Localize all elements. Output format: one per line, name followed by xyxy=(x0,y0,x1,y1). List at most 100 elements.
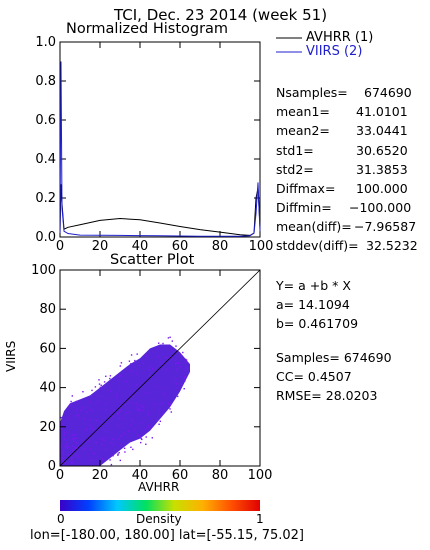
scatter-point xyxy=(137,434,139,437)
scatter-point xyxy=(71,449,73,451)
scatter-point xyxy=(132,402,135,405)
scatter-point xyxy=(179,365,181,368)
scatter-point xyxy=(89,401,92,403)
scatter-point xyxy=(60,446,62,449)
scatter-point xyxy=(120,362,123,364)
scatter-point xyxy=(105,436,108,438)
scatter-point xyxy=(67,454,69,456)
stat-mean2-label: mean2= xyxy=(276,123,330,138)
scatter-x-tick-label: 60 xyxy=(172,468,189,483)
scatter-point xyxy=(110,463,113,466)
scatter-point xyxy=(62,423,64,425)
scatter-point xyxy=(151,368,154,370)
scatter-point xyxy=(104,430,107,433)
scatter-point xyxy=(68,446,70,448)
scatter-point xyxy=(63,462,65,464)
scatter-point xyxy=(109,459,111,461)
scatter-point xyxy=(158,423,160,425)
scatter-point xyxy=(71,472,72,473)
scatter-point xyxy=(70,462,72,464)
stat-meandiff-value: −7.96587 xyxy=(354,219,417,234)
stat-mean1-label: mean1= xyxy=(276,104,330,119)
scatter-point xyxy=(129,370,132,372)
scatter-point xyxy=(147,412,149,414)
scatter-y-tick-label: 40 xyxy=(39,381,56,396)
histogram-frame xyxy=(59,41,261,238)
scatter-point xyxy=(119,459,121,462)
scatter-point xyxy=(112,455,114,457)
scatter-point xyxy=(182,351,184,354)
scatter-point xyxy=(130,354,133,356)
scatter-point xyxy=(94,441,97,443)
scatter-point xyxy=(135,373,138,375)
scatter-point xyxy=(77,473,78,474)
stat-stddiff-label: stddev(diff)= xyxy=(276,238,359,253)
colorbar-min-label: 0 xyxy=(57,512,65,526)
scatter-point xyxy=(165,368,168,370)
scatter-point xyxy=(134,359,136,362)
scatter-point xyxy=(118,376,120,378)
scatter-point xyxy=(145,355,148,357)
scatter-point xyxy=(100,394,102,397)
scatter-point xyxy=(63,434,66,436)
scatter-point xyxy=(105,375,107,377)
figure-title: TCI, Dec. 23 2014 (week 51) xyxy=(114,6,328,24)
scatter-point xyxy=(167,337,170,339)
scatter-point xyxy=(127,430,129,432)
scatter-point xyxy=(147,426,149,428)
histogram-x-tick-label-right: 100 xyxy=(249,239,274,254)
scatter-point xyxy=(118,417,120,420)
scatter-point xyxy=(157,370,159,372)
scatter-point xyxy=(66,443,68,445)
stat-std2-label: std2= xyxy=(276,162,314,177)
scatter-point xyxy=(82,471,83,472)
scatter-point xyxy=(71,460,73,463)
scatter-point xyxy=(83,418,86,420)
scatter-point xyxy=(60,450,63,453)
scatter-point xyxy=(184,369,187,371)
scatter-point xyxy=(155,385,157,388)
scatter-point xyxy=(73,437,75,439)
scatter-point xyxy=(117,413,119,415)
stat-diffmin-value: −100.000 xyxy=(349,200,412,215)
scatter-point xyxy=(154,403,156,405)
scatter-point xyxy=(60,444,62,447)
scatter-point xyxy=(76,409,78,411)
scatter-point xyxy=(157,356,159,358)
scatter-point xyxy=(129,424,132,427)
scatter-point xyxy=(91,389,93,392)
scatter-point xyxy=(79,446,81,449)
scatter-point xyxy=(185,359,188,361)
scatter-point xyxy=(90,409,92,411)
histogram-y-tick-label: 0.6 xyxy=(35,113,56,128)
histogram-x-tick-label: 40 xyxy=(132,239,149,254)
histogram-y-tick-label: 0.8 xyxy=(35,74,56,89)
scatter-point xyxy=(139,436,141,438)
scatter-point xyxy=(169,336,171,338)
scatter-y-tick-label: 80 xyxy=(39,302,56,317)
scatter-point xyxy=(136,405,138,408)
scatter-point xyxy=(146,392,148,395)
scatter-point xyxy=(62,452,64,454)
scatter-point xyxy=(117,412,119,414)
scatter-point xyxy=(77,414,79,416)
scatter-point xyxy=(142,409,144,411)
scatter-point xyxy=(125,412,127,414)
scatter-point xyxy=(148,375,150,377)
scatter-point xyxy=(76,414,78,416)
scatter-point xyxy=(60,416,62,419)
scatter-point xyxy=(124,451,126,453)
scatter-point xyxy=(91,410,93,412)
scatter-point xyxy=(132,395,134,397)
scatter-point xyxy=(71,438,74,440)
scatter-point xyxy=(106,397,108,400)
scatter-point xyxy=(176,369,178,371)
colorbar-max-label: 1 xyxy=(256,512,264,526)
scatter-point xyxy=(86,428,88,431)
scatter-point xyxy=(172,380,175,382)
scatter-point xyxy=(109,390,112,392)
scatter-point xyxy=(175,345,177,347)
scatter-point xyxy=(101,458,104,460)
scatter-point xyxy=(184,358,187,361)
scatter-point xyxy=(142,406,144,408)
